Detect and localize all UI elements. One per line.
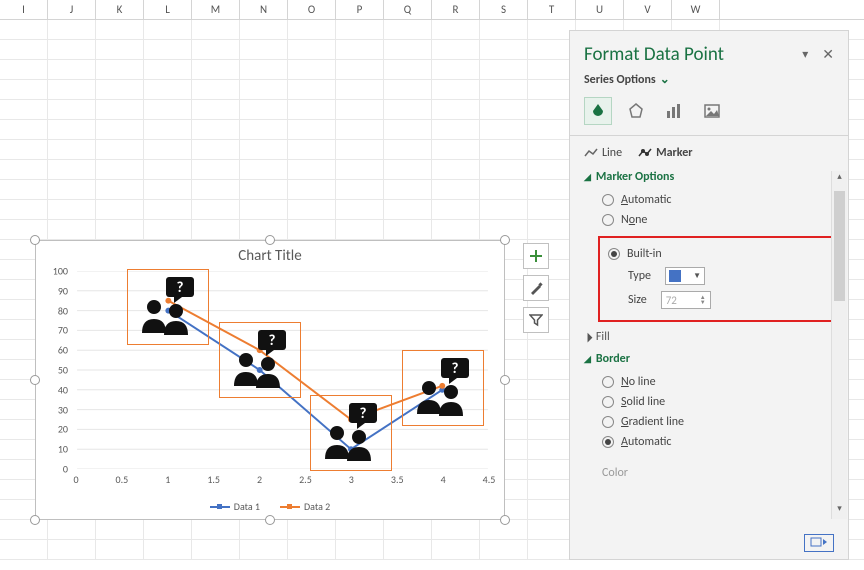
column-header[interactable]: K bbox=[96, 0, 144, 19]
builtin-highlight-box: Built-in Type ▼ Size 72▲▼ bbox=[598, 236, 834, 322]
panel-header: Format Data Point ▾ ✕ bbox=[570, 31, 848, 72]
chart-elements-button[interactable] bbox=[523, 243, 549, 269]
effects-tab[interactable] bbox=[622, 97, 650, 125]
selection-handle[interactable] bbox=[500, 515, 510, 525]
marker-type-picker[interactable]: ▼ bbox=[665, 267, 705, 285]
picture-marker[interactable]: ? bbox=[411, 356, 475, 420]
fill-header[interactable]: ◢Fill bbox=[584, 330, 834, 344]
selection-handle[interactable] bbox=[265, 235, 275, 245]
svg-text:?: ? bbox=[268, 332, 275, 350]
border-noline-radio[interactable]: No line bbox=[602, 372, 834, 392]
marker-none-radio[interactable]: None bbox=[602, 210, 834, 230]
column-header[interactable]: W bbox=[672, 0, 720, 19]
column-header[interactable]: N bbox=[240, 0, 288, 19]
panel-options-dropdown[interactable]: ▾ bbox=[802, 47, 808, 62]
scrollbar-thumb[interactable] bbox=[834, 191, 845, 301]
picture-marker[interactable]: ? bbox=[319, 401, 383, 465]
border-gradient-radio[interactable]: Gradient line bbox=[602, 412, 834, 432]
column-header[interactable]: R bbox=[432, 0, 480, 19]
svg-text:?: ? bbox=[176, 279, 183, 297]
picture-marker[interactable]: ? bbox=[228, 328, 292, 392]
column-header[interactable]: O bbox=[288, 0, 336, 19]
size-label: Size bbox=[628, 293, 647, 307]
column-header[interactable]: P bbox=[336, 0, 384, 19]
selection-handle[interactable] bbox=[30, 515, 40, 525]
legend-item[interactable]: Data 1 bbox=[210, 500, 260, 513]
marker-subtab[interactable]: Marker bbox=[638, 146, 692, 160]
series-options-label: Series Options bbox=[584, 73, 656, 87]
category-tabs bbox=[570, 95, 848, 135]
selection-handle[interactable] bbox=[30, 235, 40, 245]
selection-handle[interactable] bbox=[500, 235, 510, 245]
column-header[interactable]: U bbox=[576, 0, 624, 19]
legend-item[interactable]: Data 2 bbox=[280, 500, 330, 513]
chart-quick-buttons bbox=[523, 243, 549, 333]
color-label: Color bbox=[584, 466, 834, 480]
column-header[interactable]: S bbox=[480, 0, 528, 19]
border-section: ◢Border No line Solid line Gradient line… bbox=[584, 352, 834, 458]
column-header[interactable]: V bbox=[624, 0, 672, 19]
selection-handle[interactable] bbox=[265, 515, 275, 525]
chart-filter-button[interactable] bbox=[523, 307, 549, 333]
selection-handle[interactable] bbox=[30, 375, 40, 385]
panel-footer bbox=[804, 534, 834, 553]
panel-close-button[interactable]: ✕ bbox=[822, 46, 834, 63]
marker-automatic-radio[interactable]: Automatic bbox=[602, 190, 834, 210]
picture-marker[interactable]: ? bbox=[136, 275, 200, 339]
selection-handle[interactable] bbox=[500, 375, 510, 385]
marker-size-input[interactable]: 72▲▼ bbox=[661, 291, 711, 309]
series-options-dropdown[interactable]: Series Options⌄ bbox=[570, 72, 848, 95]
plot-area[interactable]: ? ? ? ? bbox=[76, 271, 489, 469]
panel-body: Line Marker ◢Marker Options Automatic No… bbox=[570, 135, 848, 533]
border-auto-radio[interactable]: Automatic bbox=[602, 432, 834, 452]
column-header[interactable]: Q bbox=[384, 0, 432, 19]
picture-tab[interactable] bbox=[698, 97, 726, 125]
legend[interactable]: Data 1 Data 2 bbox=[36, 498, 504, 514]
y-axis: 0102030405060708090100 bbox=[36, 271, 72, 469]
column-header[interactable]: M bbox=[192, 0, 240, 19]
marker-options-header[interactable]: ◢Marker Options bbox=[584, 170, 834, 184]
line-subtab[interactable]: Line bbox=[584, 146, 622, 160]
line-marker-tabs: Line Marker bbox=[584, 146, 834, 160]
panel-scrollbar[interactable]: ▴ ▾ bbox=[831, 171, 847, 519]
svg-text:?: ? bbox=[360, 405, 367, 423]
fill-section: ◢Fill bbox=[584, 330, 834, 344]
svg-text:?: ? bbox=[452, 360, 459, 378]
border-header[interactable]: ◢Border bbox=[584, 352, 834, 366]
column-header[interactable]: I bbox=[0, 0, 48, 19]
fill-line-tab[interactable] bbox=[584, 97, 612, 125]
panel-title: Format Data Point bbox=[584, 43, 802, 66]
chart-area[interactable]: Chart Title 0102030405060708090100 ? ? ?… bbox=[35, 240, 505, 520]
marker-options-section: ◢Marker Options Automatic None Built-in … bbox=[584, 170, 834, 322]
chart-object[interactable]: Chart Title 0102030405060708090100 ? ? ?… bbox=[20, 225, 520, 535]
column-headers: IJKLMNOPQRSTUVW bbox=[0, 0, 864, 20]
marker-builtin-radio[interactable]: Built-in bbox=[608, 244, 824, 264]
column-header[interactable]: L bbox=[144, 0, 192, 19]
column-header[interactable]: T bbox=[528, 0, 576, 19]
column-header[interactable]: J bbox=[48, 0, 96, 19]
type-label: Type bbox=[628, 269, 651, 283]
size-tab[interactable] bbox=[660, 97, 688, 125]
x-axis: 00.511.522.533.544.5 bbox=[76, 473, 489, 489]
format-shape-button[interactable] bbox=[804, 534, 834, 552]
chart-styles-button[interactable] bbox=[523, 275, 549, 301]
border-solid-radio[interactable]: Solid line bbox=[602, 392, 834, 412]
format-data-point-panel: Format Data Point ▾ ✕ Series Options⌄ Li… bbox=[569, 30, 849, 560]
